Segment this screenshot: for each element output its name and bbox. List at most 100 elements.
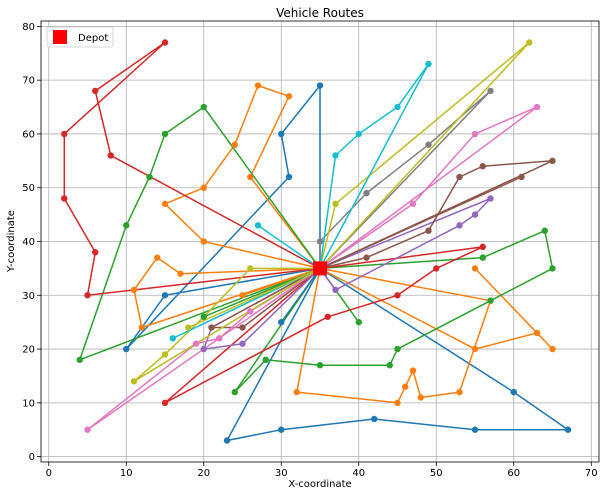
route-point: [487, 195, 494, 202]
route-point: [107, 152, 114, 159]
route-point: [61, 130, 68, 138]
route-point: [278, 318, 285, 326]
route-point: [479, 163, 486, 170]
route-point: [456, 388, 463, 396]
route-point: [169, 335, 176, 342]
route-point: [61, 195, 68, 202]
x-tick-label: 30: [275, 468, 288, 479]
route-point: [239, 340, 246, 347]
chart-title: Vehicle Routes: [276, 6, 364, 20]
legend: Depot: [46, 26, 114, 48]
route-point: [394, 292, 401, 299]
route-point: [371, 415, 378, 423]
route-point: [510, 388, 517, 396]
route-line-2: [226, 267, 569, 442]
route-point: [471, 265, 479, 272]
route-point: [247, 308, 254, 315]
axis-ticks: 0 10 20 30 40 50 60 70 0 10 20 30 40 50 60 70 80: [22, 22, 597, 479]
y-tick-label: 70: [22, 76, 35, 87]
route-point: [355, 130, 362, 138]
route-point: [200, 345, 207, 353]
route-point: [177, 270, 184, 277]
route-point: [247, 173, 254, 181]
route-point: [285, 93, 293, 100]
route-point: [278, 426, 285, 433]
depot-marker: [313, 261, 327, 276]
route-point: [239, 292, 246, 299]
route-point: [76, 356, 83, 364]
route-point: [84, 292, 91, 299]
route-line-16: [210, 267, 321, 329]
route-point: [471, 211, 479, 218]
route-point: [247, 265, 254, 272]
route-point: [433, 265, 440, 272]
x-tick-label: 40: [352, 468, 365, 479]
route-point: [549, 157, 556, 165]
depot-marker-group: [313, 261, 327, 276]
route-point: [254, 82, 262, 89]
route-point: [471, 130, 479, 138]
route-point: [363, 254, 370, 261]
route-point: [200, 103, 207, 111]
legend-depot-swatch: [53, 30, 67, 44]
route-point: [363, 189, 370, 197]
y-tick-label: 20: [22, 345, 35, 356]
x-tick-label: 0: [46, 468, 52, 479]
route-point: [316, 82, 324, 89]
route-point: [254, 222, 262, 229]
plot-frame: [40, 20, 600, 463]
route-point: [324, 313, 331, 320]
route-point: [316, 361, 324, 369]
route-point: [231, 388, 238, 396]
route-point: [231, 141, 238, 148]
route-point: [394, 345, 401, 353]
route-point: [471, 345, 479, 353]
y-tick-label: 10: [22, 398, 35, 409]
route-point: [123, 222, 130, 229]
x-tick-label: 70: [585, 468, 598, 479]
route-point: [394, 399, 401, 407]
route-point: [84, 426, 91, 433]
route-point: [92, 249, 99, 256]
route-point: [533, 329, 541, 337]
route-point: [425, 227, 432, 234]
route-point: [456, 222, 463, 229]
x-tick-label: 50: [430, 468, 443, 479]
y-tick-label: 0: [29, 452, 35, 463]
route-point: [456, 173, 463, 181]
route-point: [316, 238, 324, 245]
route-point: [332, 200, 339, 208]
y-tick-label: 30: [22, 291, 35, 302]
route-point: [402, 383, 409, 390]
route-point: [208, 324, 215, 331]
route-point: [192, 340, 200, 347]
y-tick-label: 60: [22, 129, 35, 140]
route-point: [161, 399, 169, 407]
route-point: [216, 335, 223, 342]
route-point: [161, 39, 169, 46]
route-line-21: [133, 267, 321, 383]
route-point: [262, 356, 269, 364]
route-point: [549, 345, 556, 353]
route-point: [533, 103, 541, 111]
route-point: [130, 286, 138, 294]
route-point: [332, 152, 339, 159]
route-line-3: [164, 84, 321, 270]
route-point: [161, 351, 169, 358]
route-point: [409, 200, 417, 208]
route-point: [138, 324, 145, 331]
route-point: [526, 39, 533, 46]
route-point: [200, 184, 207, 191]
route-point: [541, 227, 548, 234]
route-point: [518, 173, 525, 181]
route-point: [564, 426, 572, 433]
route-point: [425, 141, 432, 148]
x-axis-title: X-coordinate: [288, 479, 351, 490]
route-point: [185, 324, 192, 331]
route-point: [425, 60, 432, 68]
route-point: [154, 254, 161, 261]
route-line-8: [234, 229, 554, 393]
y-axis-title: Y-coordinate: [6, 210, 17, 273]
route-point: [278, 130, 285, 138]
